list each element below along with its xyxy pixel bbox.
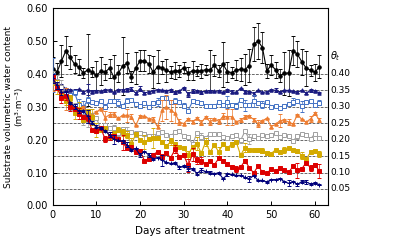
Text: 0.25: 0.25 [330,119,350,128]
Text: 0.10: 0.10 [330,168,350,177]
Text: 0.05: 0.05 [330,185,350,193]
Text: 0.30: 0.30 [330,102,350,111]
X-axis label: Days after treatment: Days after treatment [136,226,245,236]
Text: 0.20: 0.20 [330,135,350,144]
Y-axis label: Substrate volumetric water content
(m³·m⁻³): Substrate volumetric water content (m³·m… [4,26,24,188]
Text: $\theta_t$: $\theta_t$ [330,49,341,63]
Text: 0.35: 0.35 [330,86,350,95]
Text: 0.15: 0.15 [330,152,350,161]
Text: 0.40: 0.40 [330,69,350,78]
